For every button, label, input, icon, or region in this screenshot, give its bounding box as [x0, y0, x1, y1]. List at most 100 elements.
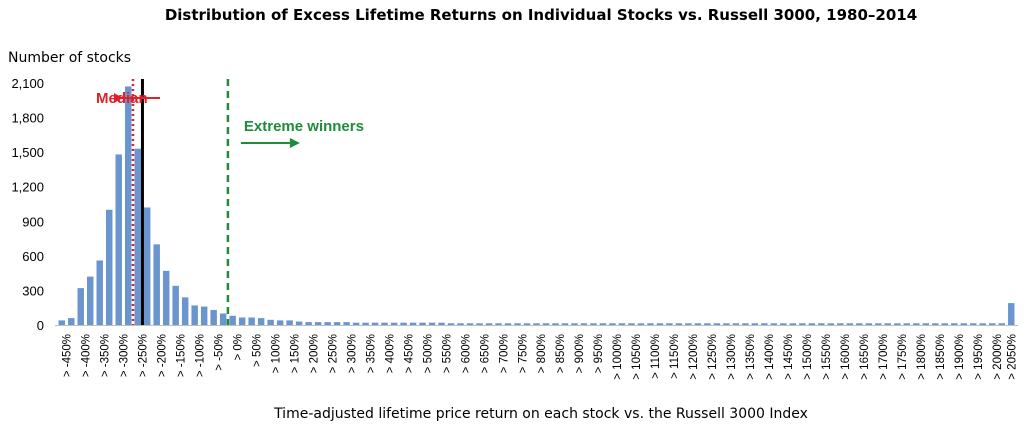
bar	[362, 322, 369, 325]
bar	[68, 318, 75, 325]
x-tick-label: > -350%	[99, 334, 111, 377]
x-tick-label: > -450%	[61, 334, 73, 377]
x-tick-label: > 450%	[403, 334, 415, 373]
bar	[229, 315, 236, 325]
bar	[704, 323, 711, 325]
bar	[115, 154, 122, 325]
annotations: MedianExtreme winners	[96, 79, 364, 325]
y-tick-label: 900	[22, 214, 44, 229]
y-tick-label: 2,100	[11, 76, 44, 91]
bar	[105, 209, 113, 325]
bar	[647, 323, 654, 325]
bar	[286, 320, 293, 325]
bar	[305, 322, 312, 325]
bar	[191, 305, 198, 325]
bar	[1008, 303, 1015, 325]
bar	[124, 86, 132, 325]
x-tick-label: > 100%	[270, 334, 282, 373]
bar	[134, 148, 141, 325]
x-tick-label: > 2000%	[992, 334, 1004, 380]
y-tick-label: 1,800	[11, 111, 44, 126]
x-tick-label: > 1300%	[726, 334, 738, 380]
bar	[438, 322, 445, 325]
bar	[87, 276, 94, 325]
bar	[181, 297, 189, 325]
x-tick-label: > -150%	[175, 334, 187, 377]
bar	[447, 323, 455, 325]
bar	[58, 320, 65, 325]
bar	[143, 207, 151, 325]
y-tick-label: 600	[22, 249, 44, 264]
x-tick-label: > 950%	[593, 334, 605, 373]
x-tick-label: > 1200%	[688, 334, 700, 380]
x-tick-label: > 1350%	[745, 334, 757, 380]
bar	[761, 323, 768, 325]
bar	[884, 323, 892, 325]
bar	[580, 323, 588, 325]
y-tick-label: 1,500	[11, 145, 44, 160]
bar	[561, 323, 569, 325]
bar	[628, 323, 635, 325]
bar	[913, 323, 920, 325]
x-tick-label: > 150%	[289, 334, 301, 373]
bar	[590, 323, 597, 325]
bar	[951, 323, 958, 325]
x-tick-label: > 1950%	[973, 334, 985, 380]
x-tick-label: > 1650%	[859, 334, 871, 380]
bar	[552, 323, 559, 325]
bar	[770, 323, 778, 325]
bar	[324, 322, 331, 325]
y-tick-label: 1,200	[11, 180, 44, 195]
x-tick-label: > 1850%	[935, 334, 947, 380]
bar	[780, 323, 787, 325]
bar	[390, 322, 398, 325]
bar	[352, 322, 360, 325]
bar	[466, 323, 474, 325]
x-tick-label: > 300%	[346, 334, 358, 373]
x-tick-label: > 750%	[517, 334, 529, 373]
x-tick-label: > 400%	[384, 334, 396, 373]
bar	[96, 260, 103, 325]
x-tick-label: > 900%	[574, 334, 586, 373]
x-tick-label: > 700%	[498, 334, 510, 373]
bar	[571, 323, 578, 325]
bar	[979, 323, 986, 325]
x-axis-label: Time-adjusted lifetime price return on e…	[273, 406, 808, 422]
bar	[371, 322, 379, 325]
bar	[675, 323, 683, 325]
bar	[846, 323, 854, 325]
x-tick-label: > 1500%	[802, 334, 814, 380]
x-tick-label: > 1250%	[707, 334, 719, 380]
bar	[172, 285, 179, 325]
x-tick-label: > 1700%	[878, 334, 890, 380]
x-tick-label: > 200%	[308, 334, 320, 373]
x-tick-label: > 50%	[251, 334, 263, 367]
extreme-winners-label: Extreme winners	[244, 118, 364, 135]
x-axis: > -450% > -400% > -350% > -300% > -250% > -20…	[55, 325, 1018, 380]
y-axis: 0 300 600 900 1,200 1,500 1,800 2,100	[11, 76, 44, 333]
bar	[428, 322, 436, 325]
y-axis-label: Number of stocks	[8, 50, 131, 66]
bar	[381, 322, 388, 325]
bar	[789, 323, 797, 325]
y-tick-label: 0	[37, 318, 44, 333]
x-tick-label: > 1050%	[631, 334, 643, 380]
bar	[77, 288, 84, 325]
bar	[609, 323, 616, 325]
chart-title: Distribution of Excess Lifetime Returns …	[165, 6, 917, 24]
bar	[932, 323, 939, 325]
bar	[827, 323, 835, 325]
bar	[276, 320, 284, 325]
bar	[723, 323, 730, 325]
bar	[894, 323, 901, 325]
x-tick-label: > 550%	[441, 334, 453, 373]
x-tick-label: > -50%	[213, 334, 225, 371]
extreme-winners-arrow-icon	[289, 138, 300, 148]
x-tick-label: > -200%	[156, 334, 168, 377]
bar	[903, 323, 911, 325]
bar	[713, 323, 721, 325]
bar	[941, 323, 949, 325]
bar	[210, 310, 217, 325]
bar	[533, 323, 540, 325]
